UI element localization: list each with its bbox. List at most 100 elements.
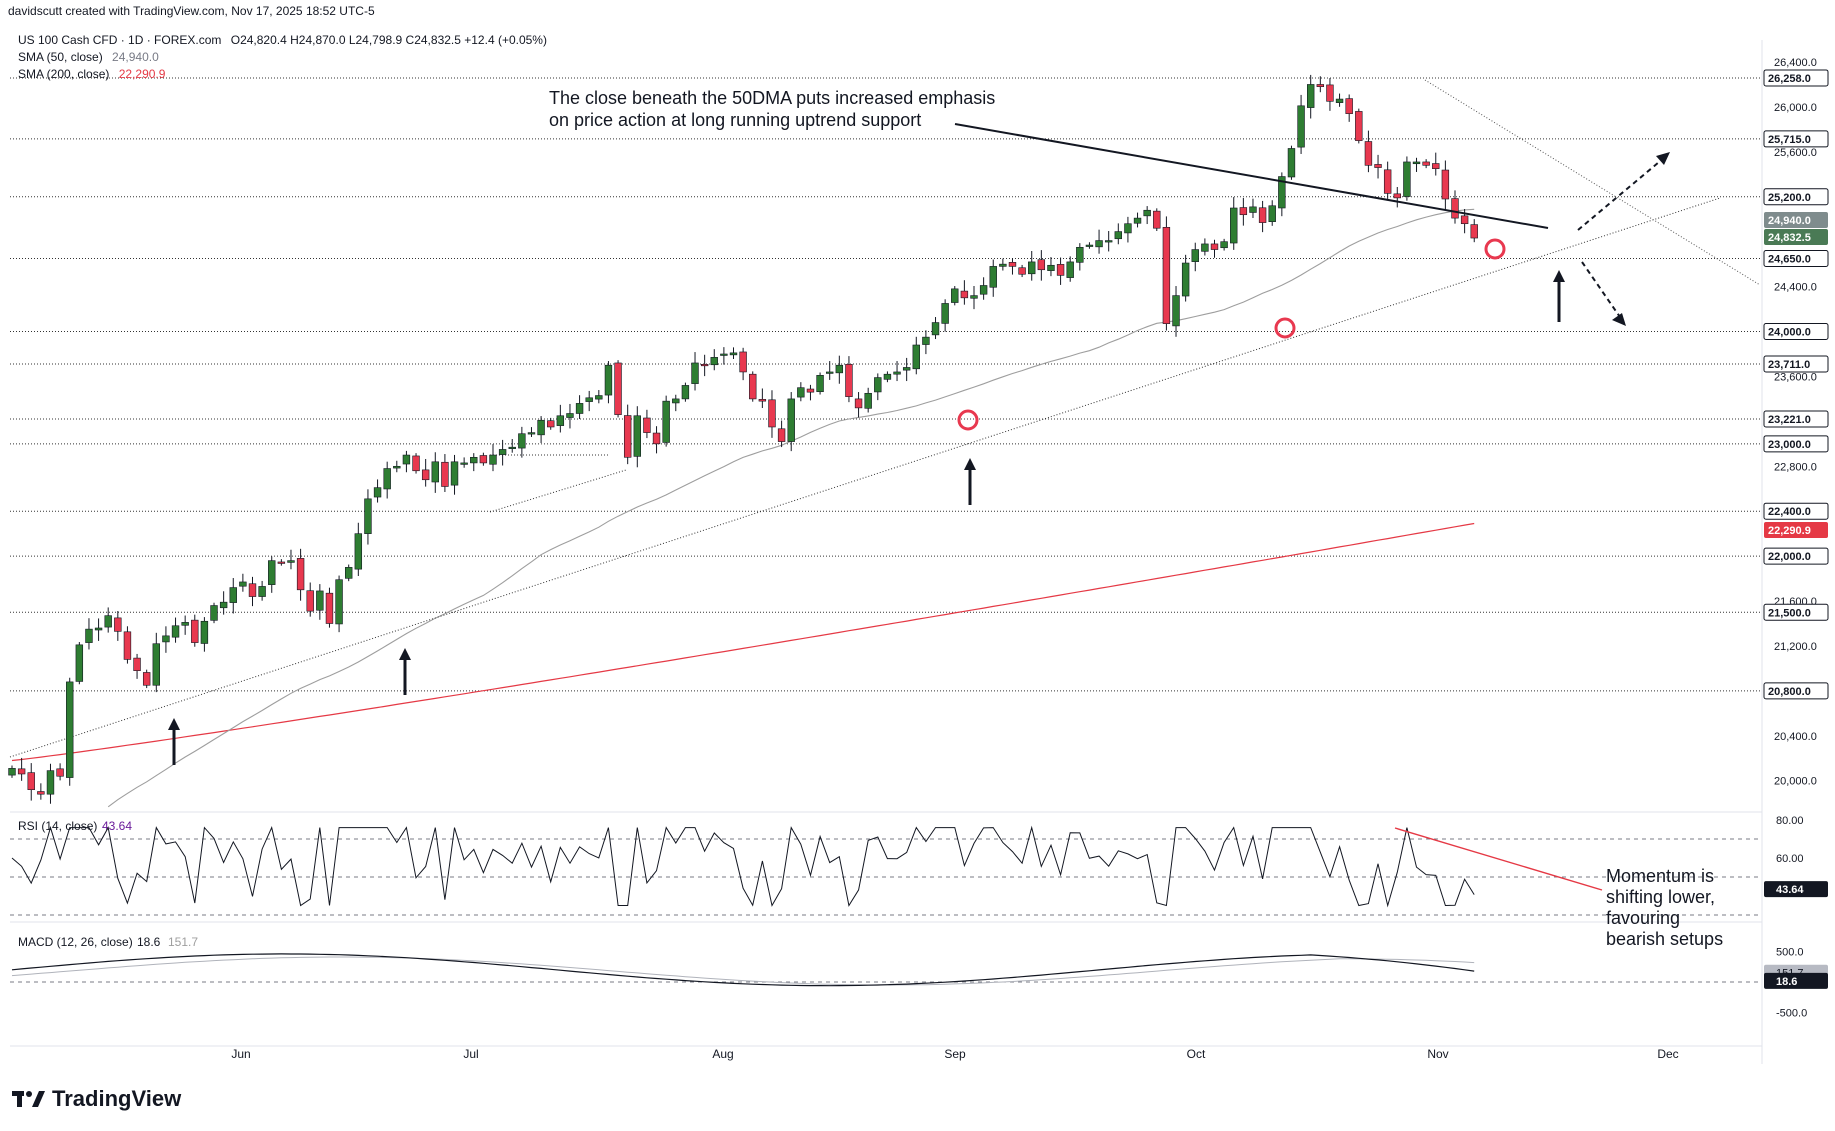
candle-body: [1345, 98, 1353, 114]
level-tag-label: 25,200.0: [1768, 192, 1811, 204]
x-tick-label: Jun: [231, 1047, 250, 1061]
rsi-downtrend-line: [1394, 827, 1603, 891]
macd-value: 18.6: [137, 935, 161, 949]
candle-body: [797, 387, 805, 398]
candle-body: [1422, 161, 1430, 166]
rsi-tick-label: 60.00: [1776, 853, 1804, 865]
candle-body: [239, 581, 247, 587]
tradingview-logo[interactable]: TradingView: [12, 1086, 181, 1112]
candle-body: [1297, 105, 1305, 148]
candle-body: [1172, 295, 1180, 327]
chart-byline: davidscutt created with TradingView.com,…: [8, 4, 375, 18]
level-tag-label: 21,500.0: [1768, 607, 1811, 619]
level-tag: [1763, 130, 1829, 148]
candle-body: [912, 344, 920, 370]
candle-body: [1018, 267, 1026, 275]
candle-body: [941, 303, 949, 324]
rsi-tick-label: 80.00: [1776, 815, 1804, 827]
candle-body: [633, 415, 642, 457]
sma200-legend[interactable]: SMA (200, close) 22,290.9: [18, 66, 165, 82]
candle-body: [768, 399, 776, 428]
candle-body: [614, 362, 622, 415]
candle-body: [8, 768, 16, 776]
candle-body: [316, 590, 324, 611]
candle-body: [883, 373, 892, 380]
candle-body: [1104, 240, 1113, 243]
sma50-legend[interactable]: SMA (50, close) 24,940.0: [18, 49, 159, 65]
annotation-momentum-line1: Momentum is: [1606, 866, 1715, 886]
macd-tick-label: 500.0: [1776, 947, 1804, 959]
annotation-momentum-line2: shifting lower,: [1606, 887, 1716, 907]
candle-body: [1037, 259, 1046, 271]
sma50-label: SMA (50, close): [18, 50, 103, 64]
candle-body: [75, 644, 84, 682]
candle-body: [479, 455, 488, 464]
candle-body: [816, 375, 824, 393]
bull-scenario-arrow: [1577, 156, 1666, 231]
x-tick-label: Dec: [1657, 1047, 1678, 1061]
candle-body: [1153, 210, 1161, 229]
candle-body: [258, 586, 266, 597]
candle-body: [1364, 141, 1373, 166]
candle-body: [595, 395, 603, 400]
tradingview-logo-icon: [12, 1091, 45, 1107]
candle-body: [691, 362, 699, 384]
candle-body: [1460, 215, 1469, 225]
annotation-main-line2: on price action at long running uptrend …: [549, 110, 922, 130]
candle-body: [1470, 224, 1478, 239]
candle-body: [1412, 161, 1421, 165]
x-tick-label: Nov: [1427, 1047, 1448, 1061]
candle-body: [710, 357, 718, 366]
highlight-circle: [1274, 317, 1296, 339]
annotation-main-line1: The close beneath the 50DMA puts increas…: [549, 88, 996, 108]
candle-body: [373, 487, 382, 498]
candle-body: [1220, 241, 1228, 249]
candle-body: [1268, 205, 1276, 222]
level-tag: [1763, 547, 1829, 565]
candle-body: [268, 560, 276, 585]
candle-body: [1355, 111, 1363, 141]
level-tag: [1763, 502, 1829, 520]
candle-body: [17, 768, 26, 775]
y-tick-label: 21,200.0: [1774, 641, 1817, 653]
y-tick-label: 20,000.0: [1774, 776, 1817, 788]
level-tag-label: 22,000.0: [1768, 551, 1811, 563]
x-tick-label: Oct: [1187, 1047, 1206, 1061]
candle-body: [1249, 206, 1257, 213]
candle-body: [412, 455, 420, 472]
candle-body: [585, 397, 593, 402]
candle-body: [604, 364, 613, 396]
sma200-value: 22,290.9: [118, 67, 166, 81]
price-tag-label: 24,940.0: [1768, 215, 1811, 227]
candle-body: [162, 635, 170, 643]
x-tick-label: Jul: [463, 1047, 478, 1061]
candle-body: [191, 619, 199, 643]
macd-tick-label: -500.0: [1776, 1008, 1807, 1020]
candle-body: [1095, 240, 1103, 248]
candle-body: [989, 266, 997, 288]
macd-line: [11, 953, 1475, 987]
candle-body: [1403, 161, 1411, 197]
annotation-momentum-line4: bearish setups: [1606, 929, 1724, 949]
y-tick-label: 24,400.0: [1774, 282, 1817, 294]
support-arrow-2-head: [399, 648, 411, 660]
level-tag: [1763, 323, 1829, 341]
price-tag: [1764, 522, 1828, 538]
candle-body: [383, 468, 391, 490]
candle-body: [672, 398, 680, 404]
plot-background: [10, 40, 1762, 1064]
candle-body: [104, 615, 112, 628]
x-tick-label: Aug: [712, 1047, 733, 1061]
candle-body: [489, 454, 497, 465]
candle-body: [556, 415, 565, 426]
symbol-name[interactable]: US 100 Cash CFD · 1D · FOREX.com: [18, 33, 222, 47]
candle-body: [1210, 243, 1219, 250]
y-tick-label: 26,000.0: [1774, 102, 1817, 114]
candle-body: [450, 461, 459, 486]
level-tag: [1763, 603, 1829, 621]
candle-body: [547, 420, 555, 428]
candle-body: [1451, 198, 1459, 219]
candle-body: [893, 371, 901, 375]
